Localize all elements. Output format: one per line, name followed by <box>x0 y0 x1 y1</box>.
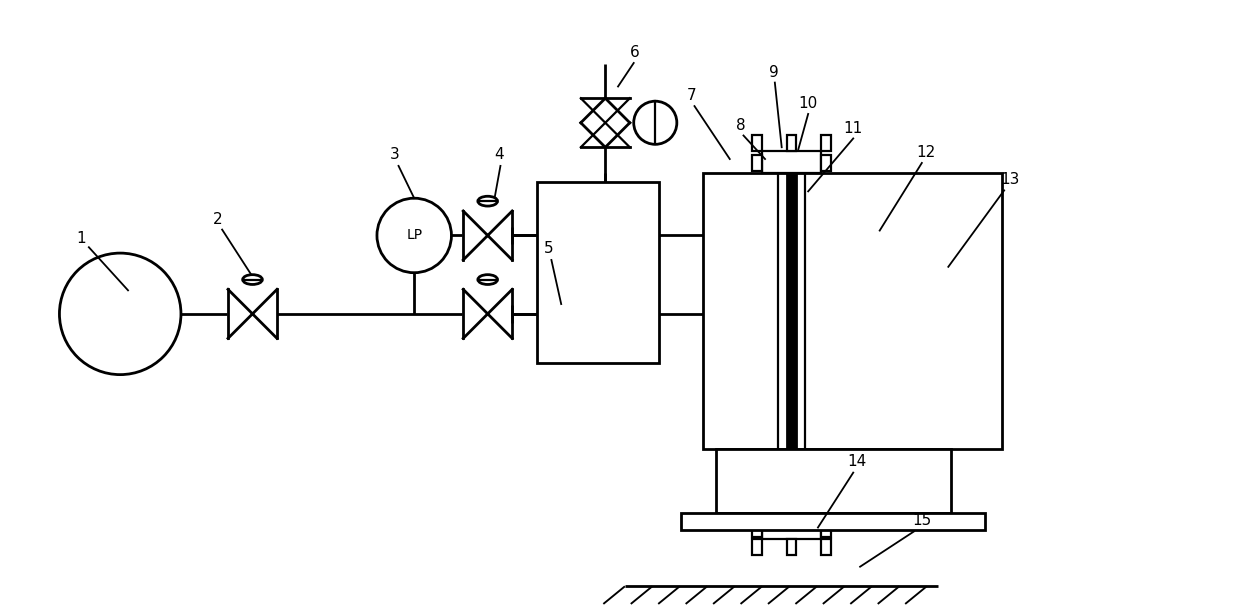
Text: 6: 6 <box>630 45 640 60</box>
Text: 11: 11 <box>843 120 863 136</box>
Text: 1: 1 <box>76 231 86 246</box>
Ellipse shape <box>477 196 497 206</box>
Bar <box>821 136 831 151</box>
Bar <box>821 522 831 537</box>
Text: 12: 12 <box>916 145 935 160</box>
Bar <box>763 518 821 539</box>
Bar <box>821 155 831 171</box>
Text: 15: 15 <box>913 513 931 527</box>
Text: 3: 3 <box>389 147 399 162</box>
Bar <box>703 173 1002 449</box>
Text: 10: 10 <box>799 96 817 111</box>
Bar <box>786 136 796 151</box>
Bar <box>753 522 763 537</box>
Bar <box>715 449 951 513</box>
Ellipse shape <box>243 274 263 284</box>
Bar <box>537 182 660 363</box>
Bar <box>753 136 763 151</box>
Text: 4: 4 <box>495 147 505 162</box>
Text: 2: 2 <box>213 212 223 227</box>
Bar <box>753 539 763 555</box>
Text: 9: 9 <box>769 64 779 80</box>
Bar <box>786 539 796 555</box>
Bar <box>821 539 831 555</box>
Text: 13: 13 <box>1001 173 1019 187</box>
Text: 8: 8 <box>735 118 745 133</box>
Bar <box>763 151 821 173</box>
Bar <box>786 173 796 518</box>
Text: 5: 5 <box>543 241 553 256</box>
Bar <box>753 155 763 171</box>
Ellipse shape <box>477 274 497 284</box>
Text: 14: 14 <box>847 454 867 468</box>
Text: 7: 7 <box>687 88 697 103</box>
Text: LP: LP <box>407 228 423 243</box>
Bar <box>681 513 985 530</box>
